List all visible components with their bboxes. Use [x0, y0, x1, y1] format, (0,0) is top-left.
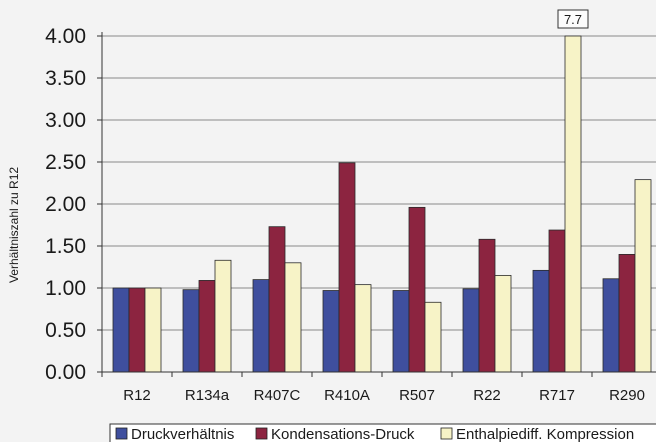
x-tick-label: R12	[123, 387, 151, 404]
legend-swatch	[440, 427, 453, 440]
bar	[634, 179, 652, 373]
x-tick-label: R134a	[185, 387, 230, 404]
tick-labels: 0.00 0.50 1.00 1.50 2.00 2.50 3.00 3.50 4.00 R12 R…	[45, 25, 645, 404]
annotation-box	[557, 9, 589, 29]
legend-swatch	[255, 427, 268, 440]
y-tick-label: 3.50	[45, 67, 86, 90]
axes	[97, 32, 656, 377]
y-axis-label: Verhältniszahl zu R12	[7, 167, 21, 283]
bar	[392, 290, 410, 373]
bar	[182, 289, 200, 373]
legend-label: Kondensations-Druck	[271, 426, 415, 442]
bar	[284, 262, 302, 373]
bar	[564, 35, 582, 373]
legend-label: Enthalpiediff. Kompression	[456, 426, 634, 442]
bar	[478, 238, 496, 373]
bar	[128, 287, 146, 373]
bar	[618, 253, 636, 373]
y-tick-label: 1.50	[45, 235, 86, 258]
x-tick-label: R717	[539, 387, 575, 404]
x-tick-label: R410A	[324, 387, 370, 404]
bar	[548, 229, 566, 373]
y-tick-label: 4.00	[45, 25, 86, 48]
annotation-label: 7.7	[564, 12, 582, 27]
bar	[322, 290, 340, 373]
bar	[408, 206, 426, 373]
y-tick-label: 2.00	[45, 193, 86, 216]
legend-frame	[109, 423, 656, 442]
bar	[112, 287, 130, 373]
bar	[424, 301, 442, 373]
bar	[268, 226, 286, 373]
y-tick-label: 3.00	[45, 109, 86, 132]
bar	[354, 284, 372, 373]
y-tick-label: 0.50	[45, 319, 86, 342]
bar	[532, 269, 550, 373]
bar	[338, 162, 356, 373]
x-tick-label: R290	[609, 387, 645, 404]
bar	[602, 278, 620, 373]
legend: Druckverhältnis Kondensations-Druck Enthal…	[109, 423, 656, 442]
legend-label: Druckverhältnis	[131, 426, 234, 442]
gridlines	[102, 35, 656, 331]
y-tick-label: 2.50	[45, 151, 86, 174]
bar	[252, 279, 270, 373]
bar	[462, 288, 480, 373]
bar	[214, 259, 232, 373]
bar	[198, 280, 216, 373]
y-tick-label: 1.00	[45, 277, 86, 300]
x-tick-label: R507	[399, 387, 435, 404]
y-tick-label: 0.00	[45, 361, 86, 384]
x-tick-label: R22	[473, 387, 501, 404]
bar	[494, 274, 512, 373]
annotations: 7.7	[557, 9, 589, 29]
legend-swatch	[115, 427, 128, 440]
bar	[144, 287, 162, 373]
x-tick-label: R407C	[254, 387, 301, 404]
